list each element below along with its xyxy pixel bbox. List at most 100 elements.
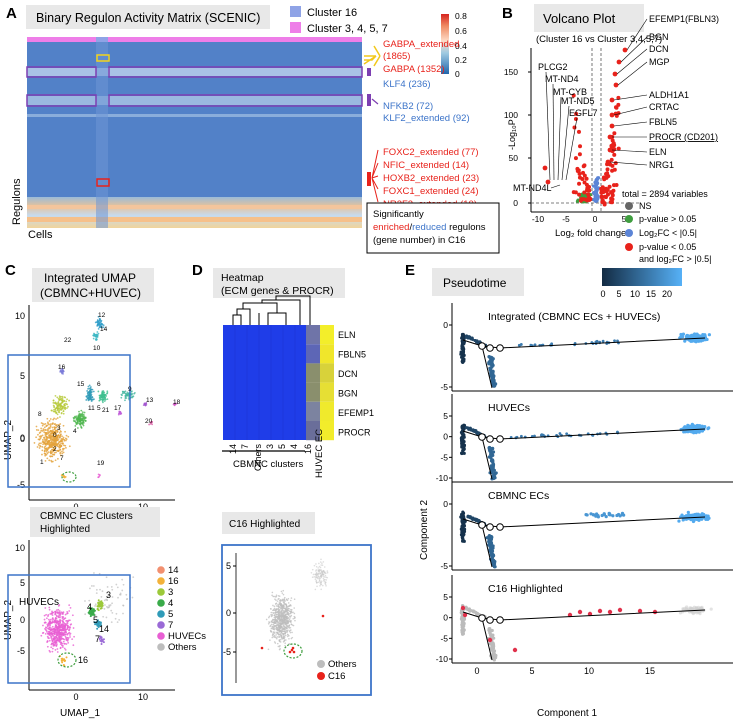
c16-point <box>284 634 287 637</box>
ecm-column-label: 3 <box>265 444 275 449</box>
pseudotime-point <box>541 433 545 437</box>
umap-point <box>54 423 57 425</box>
umap-point <box>60 659 63 662</box>
umap-point <box>124 396 127 398</box>
umap-point <box>41 438 44 441</box>
c16-point <box>268 621 271 624</box>
pseudotime-point <box>460 444 464 448</box>
umap-point <box>58 633 61 636</box>
c16-point <box>318 562 320 565</box>
umap-point <box>93 398 95 401</box>
umap-point <box>101 590 104 593</box>
umap-point <box>56 396 59 399</box>
pseudotime-point <box>682 430 686 434</box>
c16-point <box>275 615 277 617</box>
c16-point <box>323 576 326 578</box>
umap-point <box>68 629 70 632</box>
c16-point <box>320 570 323 573</box>
umap-point <box>101 393 104 396</box>
umap-point <box>57 442 60 445</box>
umap-point <box>108 604 111 607</box>
umap-point <box>63 638 66 641</box>
umap-cluster-label: 14 <box>100 326 108 333</box>
c16-point <box>273 628 276 631</box>
umap-point <box>47 637 50 639</box>
pseudotime-point <box>471 337 475 341</box>
umap-point <box>49 423 52 426</box>
umap-point <box>55 624 57 627</box>
umap-point <box>48 445 51 447</box>
umap-point <box>49 618 52 621</box>
pseudotime-colorbar-tick: 20 <box>662 289 672 299</box>
c16-point <box>321 564 324 567</box>
pseudotime-point <box>460 439 464 443</box>
pseudotime-branch-node <box>478 342 486 350</box>
umap-point <box>101 391 104 394</box>
volcano-point <box>577 175 582 180</box>
umap-point <box>62 436 65 439</box>
c16-point <box>279 644 281 647</box>
umap-cluster-label: 7 <box>95 634 100 644</box>
umap-point <box>40 422 43 424</box>
c16-point <box>272 608 275 611</box>
volcano-ylabel: -Log₁₀P <box>507 119 517 150</box>
volcano-gene-left: MT-ND4 <box>545 74 579 84</box>
c16-point <box>281 608 283 610</box>
umap-point <box>46 417 49 420</box>
umap-point <box>63 407 66 410</box>
pseudotime-ylabel: Component 2 <box>419 500 430 560</box>
umap-point <box>64 635 67 638</box>
umap2-c16-circle <box>57 652 77 668</box>
umap2-points <box>40 572 135 667</box>
umap-point <box>43 452 46 455</box>
umap-point <box>97 390 100 393</box>
c16-point <box>271 591 274 594</box>
umap-legend-dot <box>157 566 165 574</box>
volcano-point <box>577 181 582 186</box>
c16-point <box>321 614 325 618</box>
umap-point <box>56 611 59 614</box>
pseudotime-branch-node <box>486 344 494 352</box>
pseudotime-subplot: C16 Highlighted 5 0 -5 -10 0 5 10 15 <box>436 575 733 676</box>
pseudotime-point <box>460 621 465 625</box>
pseudotime-point <box>467 335 471 339</box>
c16-point <box>318 579 321 581</box>
umap-point <box>49 613 52 615</box>
umap-point <box>58 622 61 625</box>
umap-point <box>58 610 61 612</box>
pseudotime-point <box>462 451 466 455</box>
pseudotime-point <box>472 429 476 433</box>
legend-box-a-line2: enriched/reduced regulons <box>373 222 486 233</box>
pseudotime-point <box>558 432 562 435</box>
c16-point <box>270 623 273 626</box>
volcano-gene-right: NRG1 <box>649 160 674 170</box>
umap-point <box>58 427 61 430</box>
c16-point <box>286 607 289 610</box>
pseudotime-point <box>491 649 495 653</box>
umap-point <box>49 418 52 420</box>
c16-point <box>317 567 319 569</box>
umap-point <box>88 599 91 602</box>
c16-point <box>293 598 296 601</box>
umap-point <box>53 437 56 440</box>
c16-point <box>276 620 278 622</box>
c16-point <box>268 615 271 618</box>
c16-point <box>289 612 291 615</box>
umap-point <box>56 407 59 410</box>
pseudotime-point <box>691 519 696 524</box>
pseudotime-point <box>460 346 464 351</box>
pseudotime-point <box>462 527 467 531</box>
c16-point <box>273 631 276 634</box>
umap-point <box>71 614 74 617</box>
umap-point <box>50 430 52 433</box>
umap-point <box>55 434 58 437</box>
umap-point <box>52 442 55 445</box>
volcano-point <box>576 198 580 202</box>
regulon-label: FOXC2_extended (77) <box>383 147 479 158</box>
umap-point <box>42 441 45 444</box>
umap-point <box>64 648 67 651</box>
umap-point <box>55 451 57 454</box>
umap2-highlight-box <box>7 574 131 684</box>
